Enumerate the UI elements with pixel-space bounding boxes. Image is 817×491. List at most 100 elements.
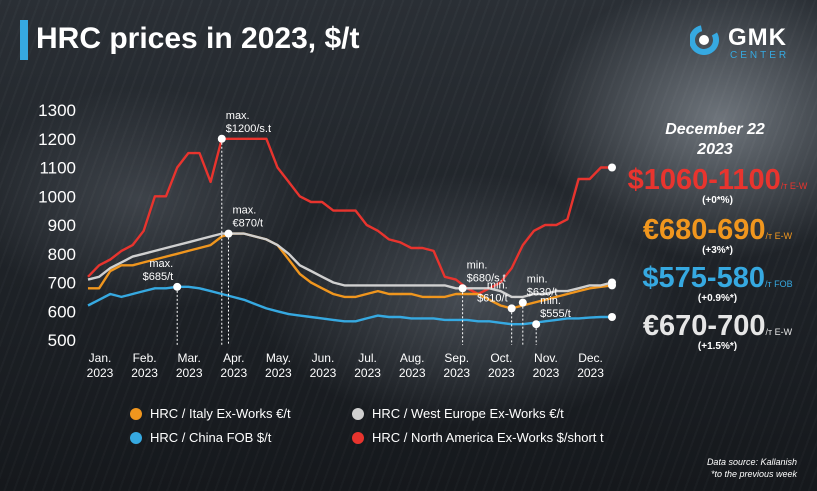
annotation-point bbox=[532, 320, 541, 329]
price-change: (+3%*) bbox=[702, 245, 733, 256]
legend-swatch bbox=[352, 407, 364, 420]
price-china: $575-580/т FOB (+0.9%*) bbox=[620, 262, 815, 304]
y-tick-label: 800 bbox=[48, 245, 76, 264]
price-west-europe: €670-700/т E-W (+1.5%*) bbox=[620, 310, 815, 352]
x-tick-month: Feb. bbox=[133, 351, 157, 365]
chart-title: HRC prices in 2023, $/t bbox=[36, 22, 360, 55]
y-tick-label: 1000 bbox=[38, 187, 76, 206]
price-value: €680-690/т E-W bbox=[620, 214, 815, 247]
price-change: (+0.9%*) bbox=[697, 293, 738, 304]
annotation-point bbox=[224, 229, 233, 238]
x-tick-month: May. bbox=[266, 351, 291, 365]
x-tick-year: 2023 bbox=[220, 366, 247, 380]
annotation-label: max. bbox=[226, 110, 250, 122]
x-tick-year: 2023 bbox=[577, 366, 604, 380]
annotation-point bbox=[458, 284, 467, 293]
y-tick-label: 700 bbox=[48, 274, 76, 293]
x-tick-month: Jun. bbox=[312, 351, 335, 365]
legend-swatch bbox=[130, 431, 142, 444]
y-tick-label: 600 bbox=[48, 302, 76, 321]
legend-swatch bbox=[130, 407, 142, 420]
legend-item-north-america: HRC / North America Ex-Works $/short t bbox=[352, 430, 604, 445]
x-tick-month: Mar. bbox=[178, 351, 201, 365]
price-change: (+1.5%*) bbox=[697, 341, 738, 352]
logo-name: GMK bbox=[728, 24, 787, 51]
series-line-west-europe bbox=[87, 232, 613, 299]
legend-label: HRC / Italy Ex-Works €/t bbox=[150, 406, 291, 421]
price-number: $1060-1100 bbox=[627, 164, 781, 196]
price-unit: /т E-W bbox=[780, 181, 808, 191]
x-tick-year: 2023 bbox=[488, 366, 515, 380]
price-value: $575-580/т FOB bbox=[620, 262, 815, 295]
annotation-value: $680/s.t bbox=[467, 272, 506, 284]
x-tick-month: Dec. bbox=[578, 351, 603, 365]
price-number: €680-690 bbox=[642, 214, 766, 246]
annotation-label: min. bbox=[467, 259, 488, 271]
price-north-america: $1060-1100/т E-W (+0*%) bbox=[620, 164, 815, 206]
x-tick-month: Oct. bbox=[490, 351, 512, 365]
annotation-value: €870/t bbox=[232, 218, 263, 230]
y-tick-label: 500 bbox=[48, 331, 76, 350]
legend-label: HRC / China FOB $/t bbox=[150, 430, 272, 445]
x-tick-month: Jul. bbox=[358, 351, 377, 365]
source-line: Data source: Kallanish bbox=[706, 457, 797, 467]
legend-item-china: HRC / China FOB $/t bbox=[130, 430, 271, 445]
price-number: €670-700 bbox=[642, 310, 766, 342]
annotation-point bbox=[173, 282, 182, 291]
annotation-value: $685/t bbox=[143, 271, 174, 283]
annotation-label: max. bbox=[232, 205, 256, 217]
price-value: $1060-1100/т E-W bbox=[620, 164, 815, 197]
annotation-label: min. bbox=[487, 279, 508, 291]
price-number: $575-580 bbox=[642, 262, 765, 294]
annotation-value: $555/t bbox=[540, 308, 571, 320]
x-tick-year: 2023 bbox=[354, 366, 381, 380]
x-tick-month: Jan. bbox=[89, 351, 112, 365]
annotation-label: min. bbox=[540, 295, 561, 307]
x-tick-year: 2023 bbox=[443, 366, 470, 380]
gmk-logo-icon bbox=[690, 25, 719, 55]
annotation-value: $630/t bbox=[527, 287, 558, 299]
data-source: Data source: Kallanish *to the previous … bbox=[707, 456, 797, 480]
x-tick-month: Aug. bbox=[400, 351, 425, 365]
legend: HRC / Italy Ex-Works €/t HRC / West Euro… bbox=[130, 406, 650, 456]
y-tick-label: 1200 bbox=[38, 130, 76, 149]
x-tick-month: Apr. bbox=[223, 351, 244, 365]
x-tick-year: 2023 bbox=[399, 366, 426, 380]
x-tick-year: 2023 bbox=[533, 366, 560, 380]
series-end-point bbox=[608, 278, 616, 287]
annotation-point bbox=[518, 298, 527, 307]
x-tick-year: 2023 bbox=[176, 366, 203, 380]
x-tick-year: 2023 bbox=[131, 366, 158, 380]
annotation-point bbox=[507, 304, 516, 313]
price-unit: /т E-W bbox=[765, 327, 793, 337]
price-unit: /т E-W bbox=[765, 231, 793, 241]
series-line-north-america bbox=[87, 137, 612, 296]
legend-label: HRC / North America Ex-Works $/short t bbox=[372, 430, 604, 445]
y-tick-label: 900 bbox=[48, 216, 76, 235]
annotation-value: $610/t bbox=[477, 292, 508, 304]
legend-item-west-europe: HRC / West Europe Ex-Works €/t bbox=[352, 406, 564, 421]
legend-label: HRC / West Europe Ex-Works €/t bbox=[372, 406, 564, 421]
date-line-2: 2023 bbox=[697, 141, 733, 158]
annotation-label: min. bbox=[527, 274, 548, 286]
y-tick-label: 1100 bbox=[39, 159, 76, 178]
price-unit: /т FOB bbox=[764, 279, 793, 289]
x-tick-month: Sep. bbox=[444, 351, 469, 365]
legend-item-italy: HRC / Italy Ex-Works €/t bbox=[130, 406, 291, 421]
x-tick-year: 2023 bbox=[87, 366, 114, 380]
y-tick-label: 1300 bbox=[38, 101, 76, 120]
x-tick-year: 2023 bbox=[265, 366, 292, 380]
date-line-1: December 22 bbox=[665, 121, 765, 138]
price-italy: €680-690/т E-W (+3%*) bbox=[620, 214, 815, 256]
footnote: *to the previous week bbox=[710, 469, 797, 479]
x-tick-month: Nov. bbox=[534, 351, 558, 365]
latest-date: December 22 2023 bbox=[620, 120, 810, 160]
legend-swatch bbox=[352, 431, 364, 444]
series-end-point bbox=[608, 163, 616, 172]
price-change: (+0*%) bbox=[702, 195, 733, 206]
annotation-point bbox=[217, 134, 226, 143]
series-end-point bbox=[608, 313, 616, 321]
logo-subtitle: CENTER bbox=[730, 50, 790, 61]
price-value: €670-700/т E-W bbox=[620, 310, 815, 343]
